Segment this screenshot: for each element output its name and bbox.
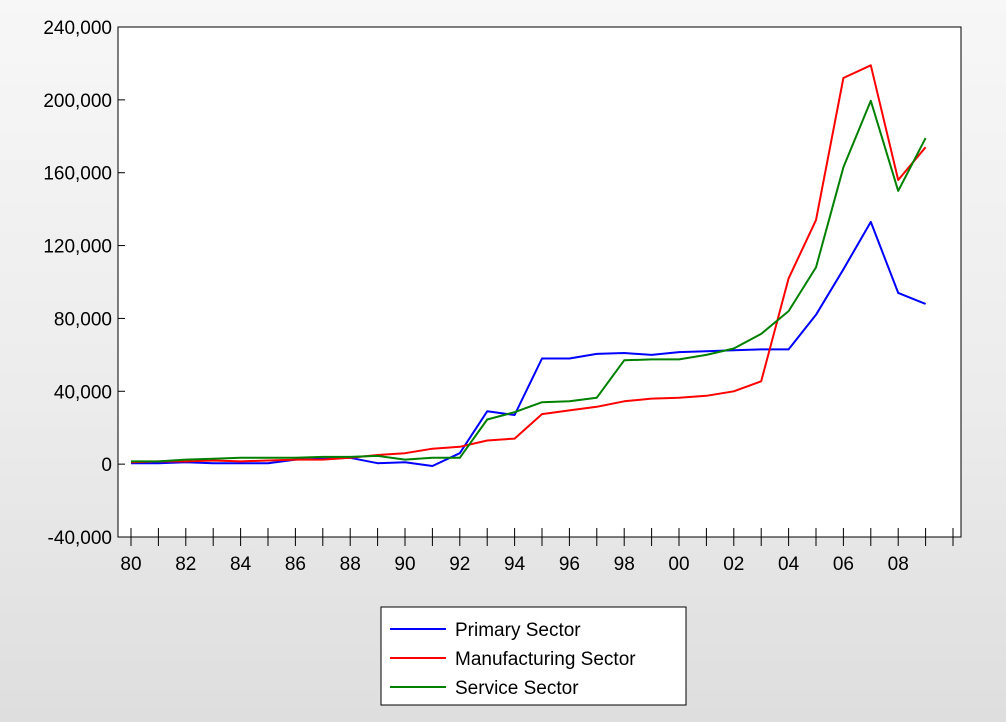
series-line-primary-sector [131, 220, 926, 467]
y-tick-label: 0 [101, 455, 112, 476]
x-tick-label: 96 [559, 554, 580, 575]
x-tick-label: 04 [778, 554, 800, 575]
legend-label: Primary Sector [455, 620, 581, 641]
y-tick-label: 80,000 [54, 309, 112, 330]
y-tick-label: 120,000 [43, 237, 112, 258]
plot-area [117, 26, 962, 538]
x-tick-label: 92 [449, 554, 470, 575]
legend: Primary Sector Manufacturing Sector Servic… [380, 606, 687, 706]
series-line-service-sector [131, 99, 927, 463]
y-tick-label: 200,000 [43, 91, 112, 112]
x-tick-label: 80 [120, 554, 141, 575]
x-tick-label: 88 [340, 554, 361, 575]
y-tick-label: 160,000 [43, 164, 112, 185]
x-tick-label: 02 [723, 554, 744, 575]
x-axis: 80 82 84 86 88 90 92 94 96 98 00 02 04 06 08 [120, 528, 954, 575]
series-lines [130, 64, 927, 467]
x-tick-label: 00 [668, 554, 689, 575]
legend-label: Service Sector [455, 678, 579, 699]
x-tick-label: 98 [614, 554, 635, 575]
y-tick-label: -40,000 [48, 528, 112, 549]
x-tick-label: 08 [888, 554, 909, 575]
legend-box [380, 606, 687, 706]
x-tick-label: 94 [504, 554, 526, 575]
x-tick-label: 84 [230, 554, 252, 575]
y-tick-label: 240,000 [43, 18, 112, 39]
y-axis: 240,000 200,000 160,000 120,000 80,000 40,000… [43, 18, 125, 549]
series-line-manufacturing-sector [130, 64, 927, 464]
x-tick-label: 90 [394, 554, 415, 575]
y-tick-label: 40,000 [54, 382, 112, 403]
x-tick-label: 86 [285, 554, 306, 575]
legend-label: Manufacturing Sector [455, 649, 636, 670]
x-tick-label: 82 [175, 554, 196, 575]
x-tick-label: 06 [833, 554, 854, 575]
